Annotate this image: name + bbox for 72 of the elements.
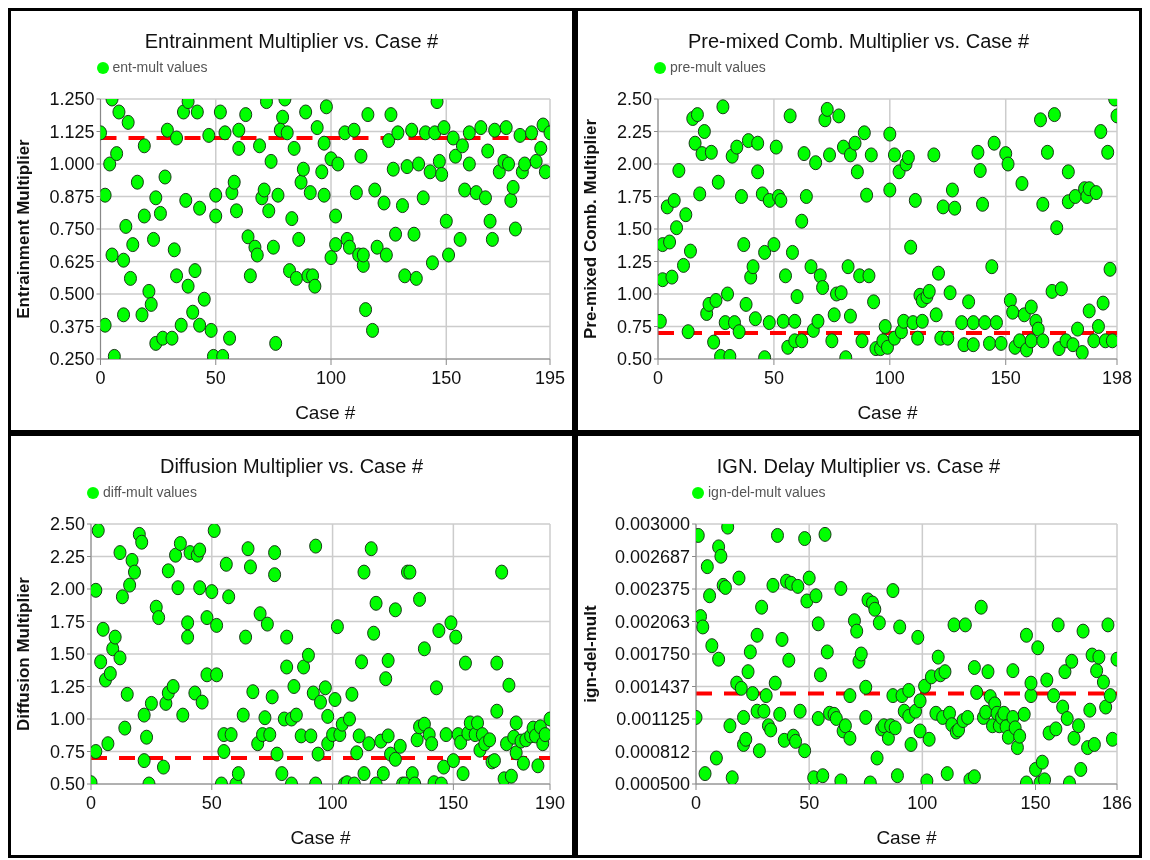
legend-label: ign-del-mult values [708,484,826,500]
y-tick-label: 1.125 [49,121,95,142]
y-tick-label: 2.00 [616,154,652,175]
x-tick-label: 0 [690,792,702,813]
chart-title: IGN. Delay Multiplier vs. Case # [715,454,1002,479]
x-tick-label: 150 [990,367,1021,388]
y-tick-label: 1.50 [49,644,85,665]
y-tick-label: 2.50 [616,89,652,110]
y-tick-label: 0.250 [49,349,95,370]
x-axis-title: Case # [857,402,919,423]
y-tick-label: 1.25 [49,676,85,697]
x-axis-title: Case # [876,827,938,848]
y-tick-label: 0.002687 [614,546,690,567]
y-tick-label: 0.002063 [614,611,690,632]
y-tick-label: 0.375 [49,316,95,337]
legend-label: pre-mult values [670,59,766,75]
x-tick-label: 0 [652,367,664,388]
y-tick-label: 0.500 [49,284,95,305]
x-tick-label: 150 [1020,792,1051,813]
legend-label: ent-mult values [112,59,208,75]
y-axis-title: Pre-mixed Comb. Multiplier [581,118,601,340]
x-tick-label: 150 [431,367,462,388]
y-tick-label: 0.50 [616,349,652,370]
y-tick-label: 2.00 [49,579,85,600]
x-tick-label: 100 [315,367,347,388]
x-tick-label: 0 [85,792,97,813]
x-tick-label: 186 [1101,792,1133,813]
y-tick-label: 1.00 [49,709,85,730]
x-tick-label: 190 [534,792,566,813]
x-tick-label: 195 [534,367,566,388]
y-tick-label: 1.00 [616,284,652,305]
y-axis-title: Entrainment Multiplier [14,138,34,319]
x-tick-label: 50 [763,367,784,388]
y-tick-label: 1.50 [616,219,652,240]
y-tick-label: 0.750 [49,219,95,240]
y-tick-label: 2.25 [616,121,652,142]
x-axis-title: Case # [295,402,356,423]
y-tick-label: 2.25 [49,546,85,567]
y-tick-label: 0.75 [616,316,652,337]
chart-title: Pre-mixed Comb. Multiplier vs. Case # [686,29,1031,54]
x-tick-label: 50 [201,792,222,813]
x-tick-label: 50 [799,792,820,813]
chart-title: Diffusion Multiplier vs. Case # [158,454,425,479]
y-tick-label: 2.50 [49,514,85,535]
x-tick-label: 0 [95,367,106,388]
y-tick-label: 0.001125 [616,709,690,730]
x-axis-title: Case # [290,827,352,848]
y-tick-label: 0.625 [49,251,95,272]
y-tick-label: 0.000500 [614,774,690,795]
y-tick-label: 0.000812 [614,741,690,762]
y-tick-label: 1.000 [49,154,95,175]
x-tick-label: 150 [438,792,469,813]
y-tick-label: 0.875 [49,186,95,207]
x-tick-label: 198 [1101,367,1133,388]
x-tick-label: 100 [317,792,348,813]
y-axis-title: Diffusion Multiplier [14,576,34,731]
x-tick-label: 100 [874,367,905,388]
y-tick-label: 1.250 [49,89,95,110]
x-tick-label: 100 [907,792,938,813]
y-tick-label: 0.75 [49,741,85,762]
y-axis-title: ign-del-mult [581,605,601,703]
y-tick-label: 0.002375 [614,579,690,600]
y-tick-label: 1.25 [616,251,652,272]
y-tick-label: 1.75 [49,611,85,632]
y-tick-label: 0.001750 [614,644,690,665]
y-tick-label: 0.003000 [614,514,690,535]
legend-label: diff-mult values [103,484,197,500]
chart-title: Entrainment Multiplier vs. Case # [143,29,440,54]
y-tick-label: 1.75 [616,186,652,207]
x-tick-label: 50 [205,367,226,388]
y-tick-label: 0.50 [49,774,85,795]
y-tick-label: 0.001437 [614,676,690,697]
